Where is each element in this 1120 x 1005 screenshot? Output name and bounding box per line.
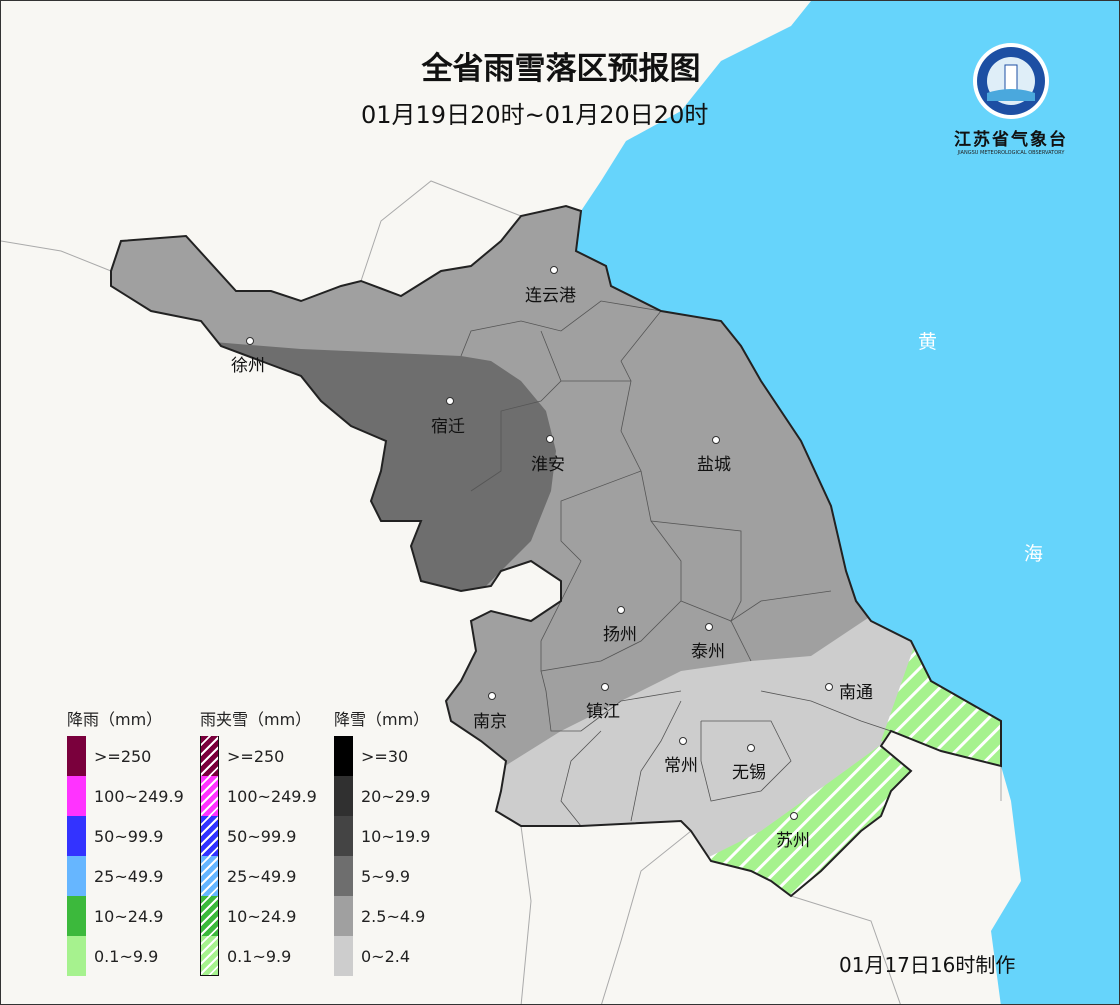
city-lianyungang: 连云港 xyxy=(525,286,576,306)
city-taizhou: 泰州 xyxy=(691,642,725,662)
legend-label: >=30 xyxy=(361,746,409,766)
legend-swatch xyxy=(67,936,86,976)
legend-label: 5~9.9 xyxy=(361,866,411,886)
city-wuxi: 无锡 xyxy=(732,763,766,783)
legend-swatch xyxy=(334,896,353,936)
city-dot xyxy=(601,683,609,691)
legend-rain-title: 降雨（mm） xyxy=(67,710,163,729)
legend-label: >=250 xyxy=(227,746,285,766)
city-dot xyxy=(617,606,625,614)
legend-swatch xyxy=(200,736,219,776)
sea xyxy=(576,1,1119,1004)
legend-swatch xyxy=(200,936,219,976)
city-nantong: 南通 xyxy=(839,683,873,703)
logo-name-cn: 江苏省气象台 xyxy=(954,130,1068,150)
legend-swatch xyxy=(67,776,86,816)
observatory-logo-icon xyxy=(973,43,1049,119)
legend-label: 25~49.9 xyxy=(227,866,297,886)
legend-swatch xyxy=(334,816,353,856)
legend-label: 10~24.9 xyxy=(227,906,297,926)
legend-swatch xyxy=(334,936,353,976)
legend-label: 0.1~9.9 xyxy=(227,946,292,966)
map-title: 全省雨雪落区预报图 xyxy=(421,51,701,87)
city-dot xyxy=(712,436,720,444)
legend-label: 25~49.9 xyxy=(94,866,164,886)
legend-swatch xyxy=(334,856,353,896)
legend-swatch xyxy=(67,816,86,856)
legend-label: 100~249.9 xyxy=(227,786,317,806)
city-huaian: 淮安 xyxy=(531,455,565,475)
production-time: 01月17日16时制作 xyxy=(839,953,1016,977)
city-boundaries xyxy=(460,300,892,827)
map-subtitle: 01月19日20时~01月20日20时 xyxy=(361,101,709,129)
city-xuzhou: 徐州 xyxy=(231,356,265,376)
legend-swatch xyxy=(334,776,353,816)
city-dot xyxy=(246,337,254,345)
sea-label-huang: 黄 xyxy=(918,331,938,353)
legend-label: 2.5~4.9 xyxy=(361,906,426,926)
legend-swatch xyxy=(200,776,219,816)
neighbor-boundaries xyxy=(1,180,1002,1004)
logo-name-en: JIANGSU METEOROLOGICAL OBSERVATORY xyxy=(957,150,1065,156)
legend-label: 10~24.9 xyxy=(94,906,164,926)
legend-snow: 降雪（mm） >=30 20~29.9 10~19.9 5~9.9 2.5~4.… xyxy=(334,706,430,976)
legend-label: 0.1~9.9 xyxy=(94,946,159,966)
legend-rain: 降雨（mm） >=250 100~249.9 50~99.9 25~49.9 1… xyxy=(67,706,184,976)
city-dot xyxy=(550,266,558,274)
legend-sleet-title: 雨夹雪（mm） xyxy=(200,710,312,729)
city-yancheng: 盐城 xyxy=(697,455,731,475)
legend-swatch xyxy=(67,736,86,776)
legend-sleet: 雨夹雪（mm） >=250 100~249.9 50~99.9 25~49.9 … xyxy=(200,706,317,976)
legend-label: 100~249.9 xyxy=(94,786,184,806)
sea-label-hai: 海 xyxy=(1024,543,1044,565)
legend-swatch xyxy=(334,736,353,776)
legend-swatch xyxy=(67,896,86,936)
legend-swatch xyxy=(200,896,219,936)
legend-label: >=250 xyxy=(94,746,152,766)
city-nanjing: 南京 xyxy=(473,712,507,732)
city-changzhou: 常州 xyxy=(664,756,698,776)
city-suqian: 宿迁 xyxy=(431,417,465,437)
city-dot xyxy=(705,623,713,631)
legend-swatch xyxy=(200,816,219,856)
legend-label: 50~99.9 xyxy=(227,826,297,846)
logo: 江苏省气象台 JIANGSU METEOROLOGICAL OBSERVATOR… xyxy=(946,41,1076,156)
city-dot xyxy=(446,397,454,405)
legend-swatch xyxy=(67,856,86,896)
city-zhenjiang: 镇江 xyxy=(586,702,620,722)
city-dot xyxy=(546,435,554,443)
city-dot xyxy=(679,737,687,745)
legend-label: 10~19.9 xyxy=(361,826,431,846)
legend-label: 0~2.4 xyxy=(361,946,411,966)
legend-label: 50~99.9 xyxy=(94,826,164,846)
legend-label: 20~29.9 xyxy=(361,786,431,806)
city-dot xyxy=(747,744,755,752)
legend-swatch xyxy=(200,856,219,896)
city-dot xyxy=(790,812,798,820)
snow-5-9.9-area xyxy=(201,341,556,601)
city-dot xyxy=(488,692,496,700)
city-yangzhou: 扬州 xyxy=(603,625,637,645)
city-suzhou: 苏州 xyxy=(776,831,810,851)
legend-snow-title: 降雪（mm） xyxy=(334,710,430,729)
city-dot xyxy=(825,683,833,691)
